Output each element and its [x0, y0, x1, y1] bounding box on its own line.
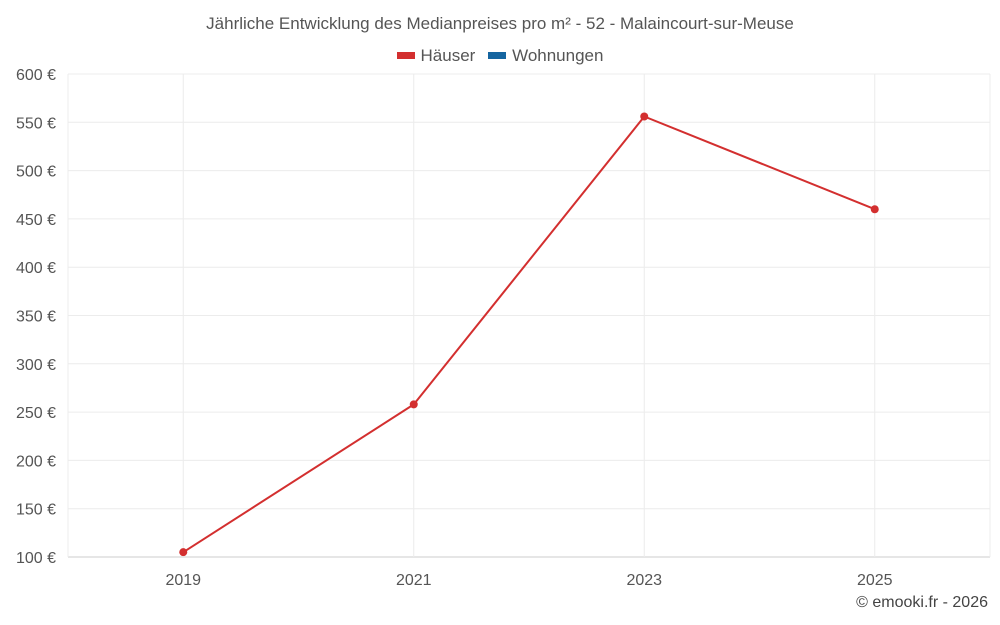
y-tick-label: 150 €: [16, 502, 56, 519]
chart-legend: Häuser Wohnungen: [0, 44, 1000, 66]
y-tick-label: 250 €: [16, 405, 56, 422]
x-tick-label: 2025: [857, 572, 893, 589]
legend-label-haeuser: Häuser: [420, 45, 476, 65]
y-tick-label: 550 €: [16, 115, 56, 132]
axes: 100 € 150 € 200 € 250 € 300 € 350 € 400 € 450 €…: [16, 67, 893, 589]
legend-swatch-wohnungen: [488, 52, 507, 59]
legend-item-haeuser[interactable]: Häuser: [396, 45, 476, 66]
grid: [67, 73, 991, 558]
chart-title: Jährliche Entwicklung des Medianpreises …: [206, 14, 794, 33]
footer-credit: © emooki.fr - 2026: [856, 594, 988, 611]
data-point: [640, 112, 649, 121]
legend-label-wohnungen: Wohnungen: [512, 45, 604, 65]
legend-item-wohnungen[interactable]: Wohnungen: [488, 46, 603, 66]
y-tick-label: 100 €: [16, 550, 56, 567]
data-point: [409, 400, 418, 409]
y-tick-label: 450 €: [16, 212, 56, 229]
x-tick-label: 2023: [626, 572, 662, 589]
legend-swatch-haeuser: [396, 52, 415, 59]
x-tick-label: 2019: [165, 572, 201, 589]
series-layer: [179, 112, 879, 557]
data-point: [179, 548, 188, 557]
y-tick-label: 200 €: [16, 453, 56, 470]
y-tick-label: 500 €: [16, 164, 56, 181]
y-tick-label: 400 €: [16, 260, 56, 277]
y-tick-label: 350 €: [16, 309, 56, 326]
y-tick-label: 600 €: [16, 67, 56, 84]
x-tick-label: 2021: [396, 572, 432, 589]
y-tick-label: 300 €: [16, 357, 56, 374]
series-line-0: [182, 115, 876, 554]
data-point: [870, 205, 879, 214]
